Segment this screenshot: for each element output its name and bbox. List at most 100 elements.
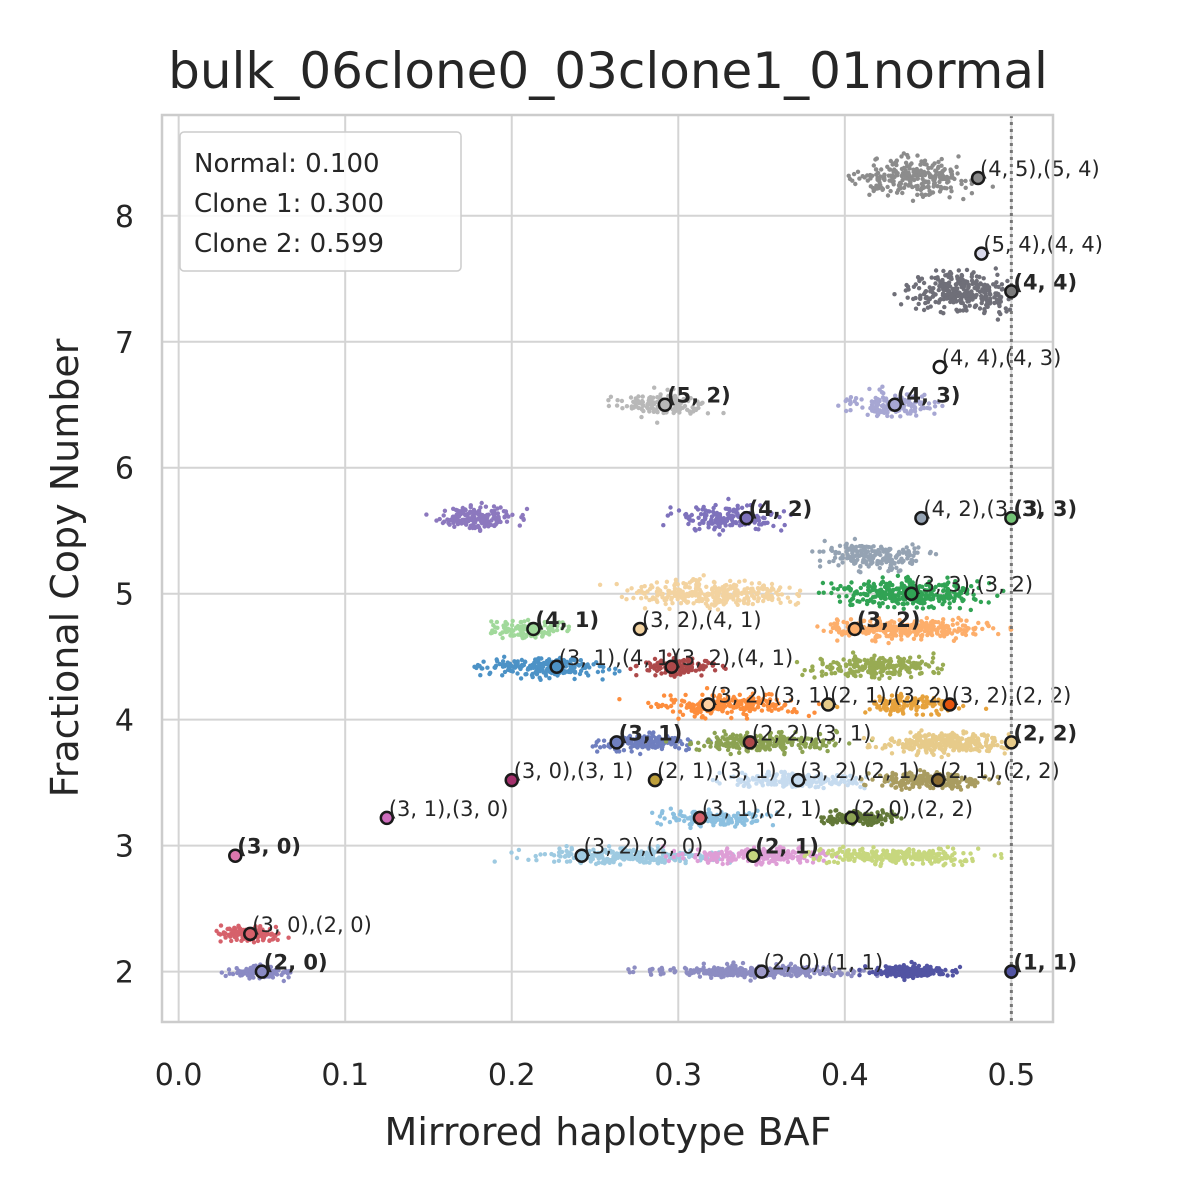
data-point xyxy=(882,172,887,177)
data-point xyxy=(723,741,728,747)
data-point xyxy=(508,668,514,673)
data-point xyxy=(968,291,973,296)
data-point xyxy=(916,301,921,307)
data-point xyxy=(759,522,764,527)
data-point xyxy=(904,176,909,181)
data-point xyxy=(751,595,757,600)
data-point xyxy=(778,600,783,605)
data-point xyxy=(908,674,914,680)
data-point xyxy=(868,552,873,557)
data-point xyxy=(974,274,980,279)
data-point xyxy=(695,399,700,404)
data-point xyxy=(905,400,911,405)
data-point xyxy=(899,583,905,588)
data-point xyxy=(654,701,659,707)
data-point xyxy=(964,618,969,623)
data-point xyxy=(640,394,645,399)
data-point xyxy=(937,189,943,194)
data-point xyxy=(769,581,775,587)
data-point xyxy=(944,174,950,180)
data-point xyxy=(668,511,674,516)
data-point xyxy=(714,510,720,516)
data-point xyxy=(703,595,709,600)
data-point xyxy=(682,403,688,409)
data-point xyxy=(876,547,881,553)
data-point xyxy=(923,738,928,744)
data-point xyxy=(848,408,853,413)
data-point xyxy=(921,172,926,177)
data-point xyxy=(971,732,976,737)
data-point xyxy=(728,734,733,739)
data-point xyxy=(706,520,712,525)
data-point xyxy=(879,822,885,827)
data-point xyxy=(652,596,657,601)
data-point xyxy=(876,590,881,595)
data-point xyxy=(864,601,870,607)
data-point xyxy=(848,598,853,604)
data-point xyxy=(948,284,953,289)
data-point xyxy=(906,183,911,188)
data-point xyxy=(924,596,929,601)
data-point xyxy=(797,588,803,593)
data-point xyxy=(677,404,682,409)
data-point xyxy=(688,396,693,401)
data-point xyxy=(882,408,888,413)
data-point xyxy=(975,287,980,293)
data-point xyxy=(925,632,930,638)
data-point xyxy=(677,410,682,415)
data-point xyxy=(892,671,897,676)
data-point xyxy=(442,508,448,513)
data-point xyxy=(670,709,676,714)
data-point xyxy=(951,748,956,753)
data-point xyxy=(960,623,966,628)
data-point xyxy=(946,179,951,184)
data-point xyxy=(913,558,919,564)
data-point xyxy=(880,783,885,788)
data-point xyxy=(995,743,1000,748)
data-point xyxy=(813,785,818,790)
data-point xyxy=(888,595,893,601)
data-point xyxy=(568,669,573,675)
data-point xyxy=(963,305,968,310)
data-point xyxy=(953,636,959,641)
data-point xyxy=(489,619,494,624)
data-point xyxy=(729,709,734,714)
data-point xyxy=(763,520,768,526)
data-point xyxy=(639,584,644,590)
data-point xyxy=(910,580,915,585)
data-point xyxy=(898,414,903,419)
data-point xyxy=(940,403,945,409)
data-point xyxy=(898,656,903,662)
data-point xyxy=(507,664,512,670)
data-point xyxy=(963,632,969,638)
data-point xyxy=(707,509,712,514)
data-point xyxy=(808,783,813,788)
data-point xyxy=(825,748,830,754)
data-point xyxy=(520,512,525,518)
data-point xyxy=(742,822,747,827)
data-point xyxy=(642,606,648,611)
data-point xyxy=(961,308,966,313)
data-point xyxy=(666,588,671,593)
data-point xyxy=(950,730,955,736)
data-point xyxy=(911,636,917,641)
data-point xyxy=(508,632,513,638)
data-point xyxy=(900,190,905,196)
data-point xyxy=(802,668,807,673)
data-point xyxy=(927,296,933,301)
data-point xyxy=(982,295,988,301)
data-point xyxy=(530,671,535,677)
data-point xyxy=(460,517,465,523)
data-point xyxy=(971,592,976,597)
data-point xyxy=(606,398,611,403)
data-point xyxy=(935,628,940,634)
data-point xyxy=(954,586,959,592)
data-point xyxy=(885,184,890,190)
data-point xyxy=(424,512,429,517)
data-point xyxy=(919,728,924,733)
data-point xyxy=(829,547,834,552)
data-point xyxy=(857,544,862,549)
data-point xyxy=(953,286,959,291)
data-point xyxy=(712,527,717,532)
data-point xyxy=(701,520,706,525)
